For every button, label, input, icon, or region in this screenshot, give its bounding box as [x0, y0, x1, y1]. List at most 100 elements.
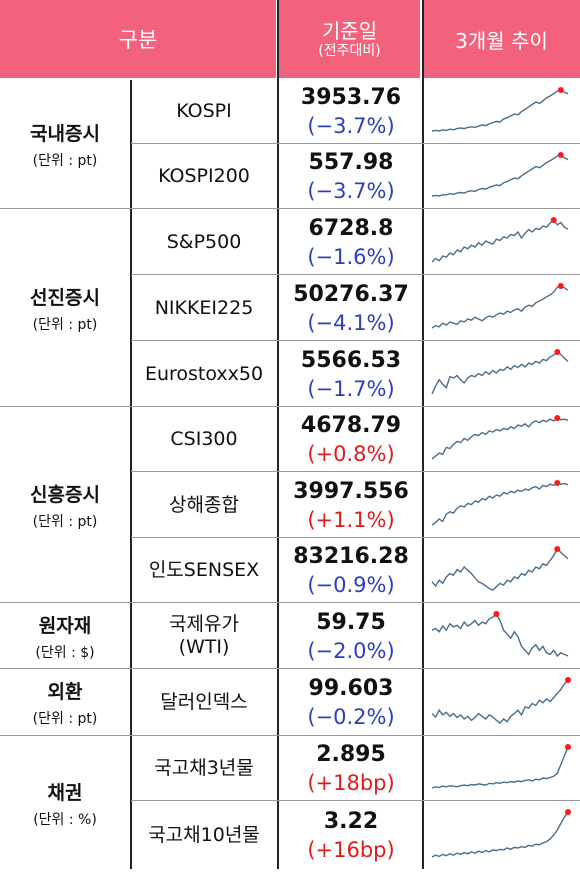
sparkline-sp500	[424, 210, 580, 274]
value-number: 99.603	[308, 676, 394, 701]
value-kospi: 3953.76 (−3.7%)	[280, 80, 422, 143]
value-number: 557.98	[308, 150, 394, 175]
sparkline-shanghai	[424, 473, 580, 537]
value-change: (+0.8%)	[307, 442, 395, 466]
item-label: 달러인덱스	[160, 691, 248, 714]
value-change: (+16bp)	[307, 838, 395, 862]
item-ktb3y: 국고채3년물	[131, 737, 277, 800]
group-unit: (단위 : pt)	[32, 513, 98, 530]
divider	[131, 471, 580, 472]
divider	[422, 0, 424, 869]
value-ktb3y: 2.895 (+18bp)	[280, 737, 422, 800]
divider	[131, 274, 580, 275]
group-developed: 선진증시 (단위 : pt)	[0, 210, 130, 406]
sparkline-svg	[431, 152, 569, 197]
sparkline-line	[431, 612, 569, 658]
item-label: 상해종합	[169, 493, 239, 516]
peak-marker	[557, 283, 564, 289]
value-change: (−3.7%)	[307, 179, 395, 203]
group-unit: (단위 : pt)	[32, 152, 98, 169]
peak-marker	[565, 744, 571, 750]
value-sp500: 6728.8 (−1.6%)	[280, 210, 422, 274]
group-emerging: 신흥증시 (단위 : pt)	[0, 408, 130, 602]
group-commodity: 원자재 (단위 : $)	[0, 604, 130, 668]
group-unit: (단위 : pt)	[32, 711, 98, 727]
peak-marker	[565, 809, 571, 815]
value-number: 59.75	[316, 609, 386, 635]
value-number: 5566.53	[300, 347, 402, 373]
sparkline-svg	[431, 217, 569, 263]
value-change: (−0.9%)	[307, 573, 395, 597]
peak-marker	[550, 217, 557, 223]
group-name: 신흥증시	[30, 483, 100, 506]
sparkline-line	[431, 417, 569, 460]
group-unit: (단위 : $)	[35, 644, 95, 661]
sparkline-line	[431, 482, 569, 526]
value-change: (−1.7%)	[307, 376, 395, 401]
value-wti: 59.75 (−2.0%)	[280, 604, 422, 668]
peak-marker	[493, 611, 500, 617]
group-bond: 채권 (단위 : %)	[0, 737, 130, 869]
value-change: (−0.2%)	[307, 705, 395, 729]
value-nikkei225: 50276.37 (−4.1%)	[280, 276, 422, 340]
sparkline-svg	[431, 283, 569, 329]
sparkline-svg	[431, 677, 571, 724]
header-base-date: 기준일 (전주대비)	[279, 0, 420, 78]
peak-marker	[554, 349, 561, 355]
sparkline-svg	[431, 546, 569, 591]
sparkline-line	[431, 811, 569, 858]
divider	[277, 0, 279, 869]
sparkline-sensex	[424, 539, 580, 602]
sparkline-dxy	[424, 670, 580, 735]
sparkline-ktb10y	[424, 802, 580, 869]
group-fx: 외환 (단위 : pt)	[0, 670, 130, 735]
sparkline-svg	[431, 809, 571, 858]
sparkline-kospi	[424, 80, 580, 143]
divider	[131, 800, 580, 801]
sparkline-line	[431, 89, 569, 132]
item-sensex: 인도SENSEX	[131, 539, 277, 602]
item-label: Eurostoxx50	[144, 362, 264, 385]
value-number: 6728.8	[308, 215, 394, 241]
value-kospi200: 557.98 (−3.7%)	[280, 145, 422, 208]
header-trend: 3개월 추이	[423, 0, 580, 78]
peak-marker	[554, 480, 561, 486]
value-dxy: 99.603 (−0.2%)	[280, 670, 422, 735]
sparkline-svg	[431, 480, 569, 526]
item-label: CSI300	[170, 428, 238, 451]
item-label: 국제유가 (WTI)	[169, 613, 239, 658]
header-category: 구분	[0, 0, 276, 78]
value-change: (+18bp)	[307, 771, 395, 795]
divider	[0, 668, 580, 669]
sparkline-svg	[431, 611, 569, 658]
sparkline-line	[431, 547, 569, 591]
value-change: (−3.7%)	[307, 114, 395, 138]
sparkline-wti	[424, 604, 580, 668]
value-number: 3997.556	[293, 478, 409, 504]
item-label: KOSPI200	[158, 165, 250, 188]
divider	[131, 143, 580, 144]
item-label: S&P500	[166, 230, 242, 253]
item-eurostoxx50: Eurostoxx50	[131, 342, 277, 406]
sparkline-line	[431, 679, 569, 724]
sparkline-line	[431, 218, 569, 263]
value-number: 2.895	[316, 742, 386, 767]
value-csi300: 4678.79 (+0.8%)	[280, 408, 422, 471]
header-category-label: 구분	[118, 28, 158, 52]
value-number: 3953.76	[300, 85, 402, 110]
divider	[0, 208, 580, 209]
value-number: 83216.28	[293, 544, 409, 569]
item-label: KOSPI	[176, 100, 232, 123]
value-change: (+1.1%)	[307, 507, 395, 532]
item-label: 국고채10년물	[148, 824, 260, 847]
peak-marker	[554, 546, 561, 552]
divider	[0, 602, 580, 603]
peak-marker	[554, 415, 561, 421]
group-domestic: 국내증시 (단위 : pt)	[0, 80, 130, 208]
sparkline-csi300	[424, 408, 580, 471]
divider	[0, 406, 580, 407]
sparkline-svg	[431, 744, 571, 789]
peak-marker	[557, 87, 564, 93]
item-wti: 국제유가 (WTI)	[131, 604, 277, 668]
